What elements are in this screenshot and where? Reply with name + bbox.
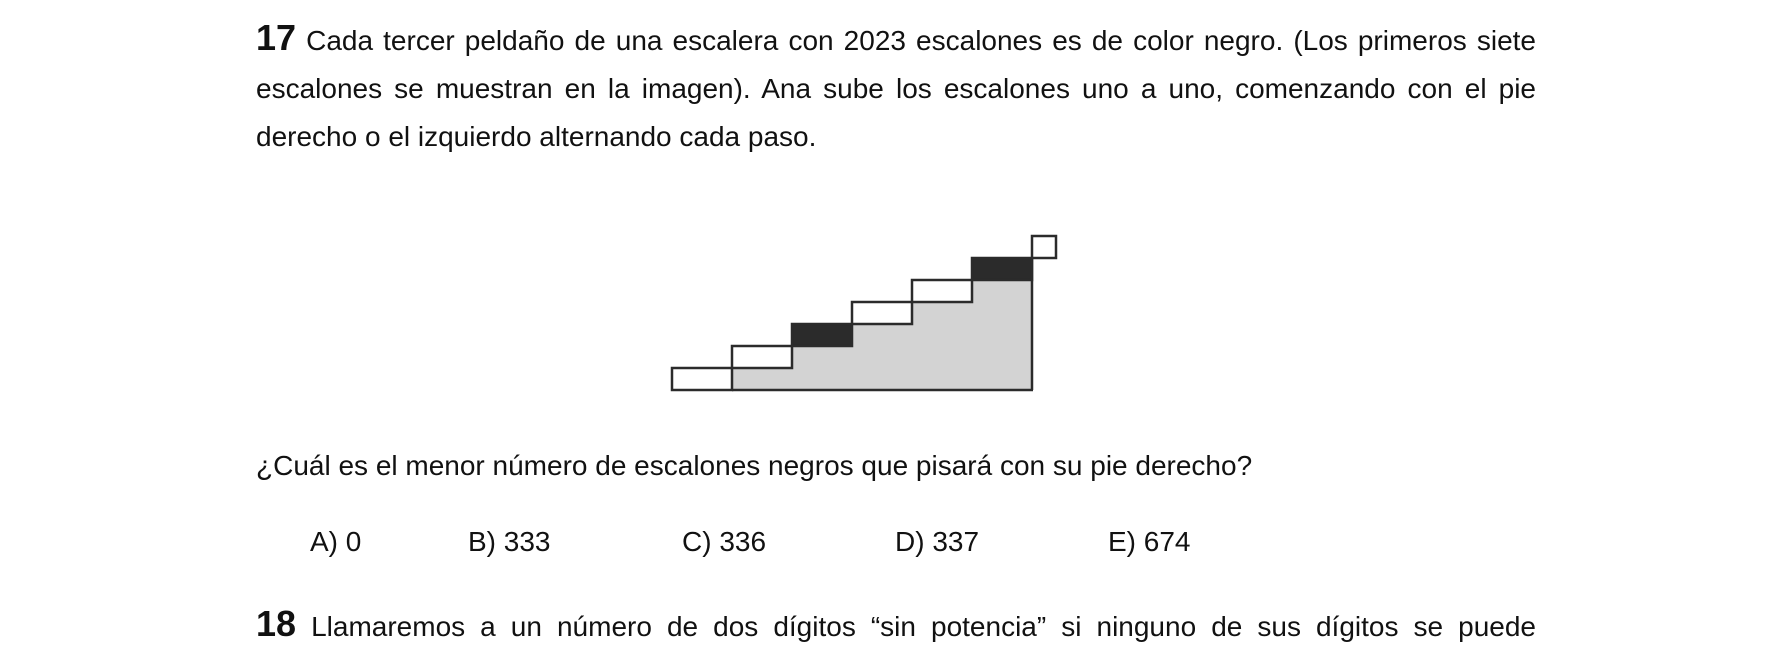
stair-step-2: [730, 344, 794, 370]
problem-18-number: 18: [256, 603, 297, 644]
problem-18-text: Llamaremos a un número de dos dígitos “s…: [296, 611, 1536, 642]
problem-18-statement: 18 Llamaremos a un número de dos dígitos…: [256, 600, 1536, 651]
stair-step-1: [670, 366, 734, 392]
problem-17-text: Cada tercer peldaño de una escalera con …: [256, 25, 1536, 152]
option-e: E) 674: [1108, 526, 1191, 557]
problem-17-question: ¿Cuál es el menor número de escalones ne…: [256, 450, 1253, 481]
option-b: B) 333: [468, 526, 551, 557]
option-c: C) 336: [682, 526, 767, 557]
problem-17-statement: 17 Cada tercer peldaño de una escalera c…: [256, 14, 1536, 161]
stair-step-3: [790, 322, 854, 348]
option-a: A) 0: [310, 526, 362, 557]
option-d: D) 337: [895, 526, 980, 557]
stair-step-4: [850, 300, 914, 326]
stair-step-7: [1030, 234, 1058, 260]
stair-step-6: [970, 256, 1034, 282]
staircase-figure: [670, 234, 1058, 392]
problem-17-number: 17: [256, 17, 297, 58]
stair-step-5: [910, 278, 974, 304]
